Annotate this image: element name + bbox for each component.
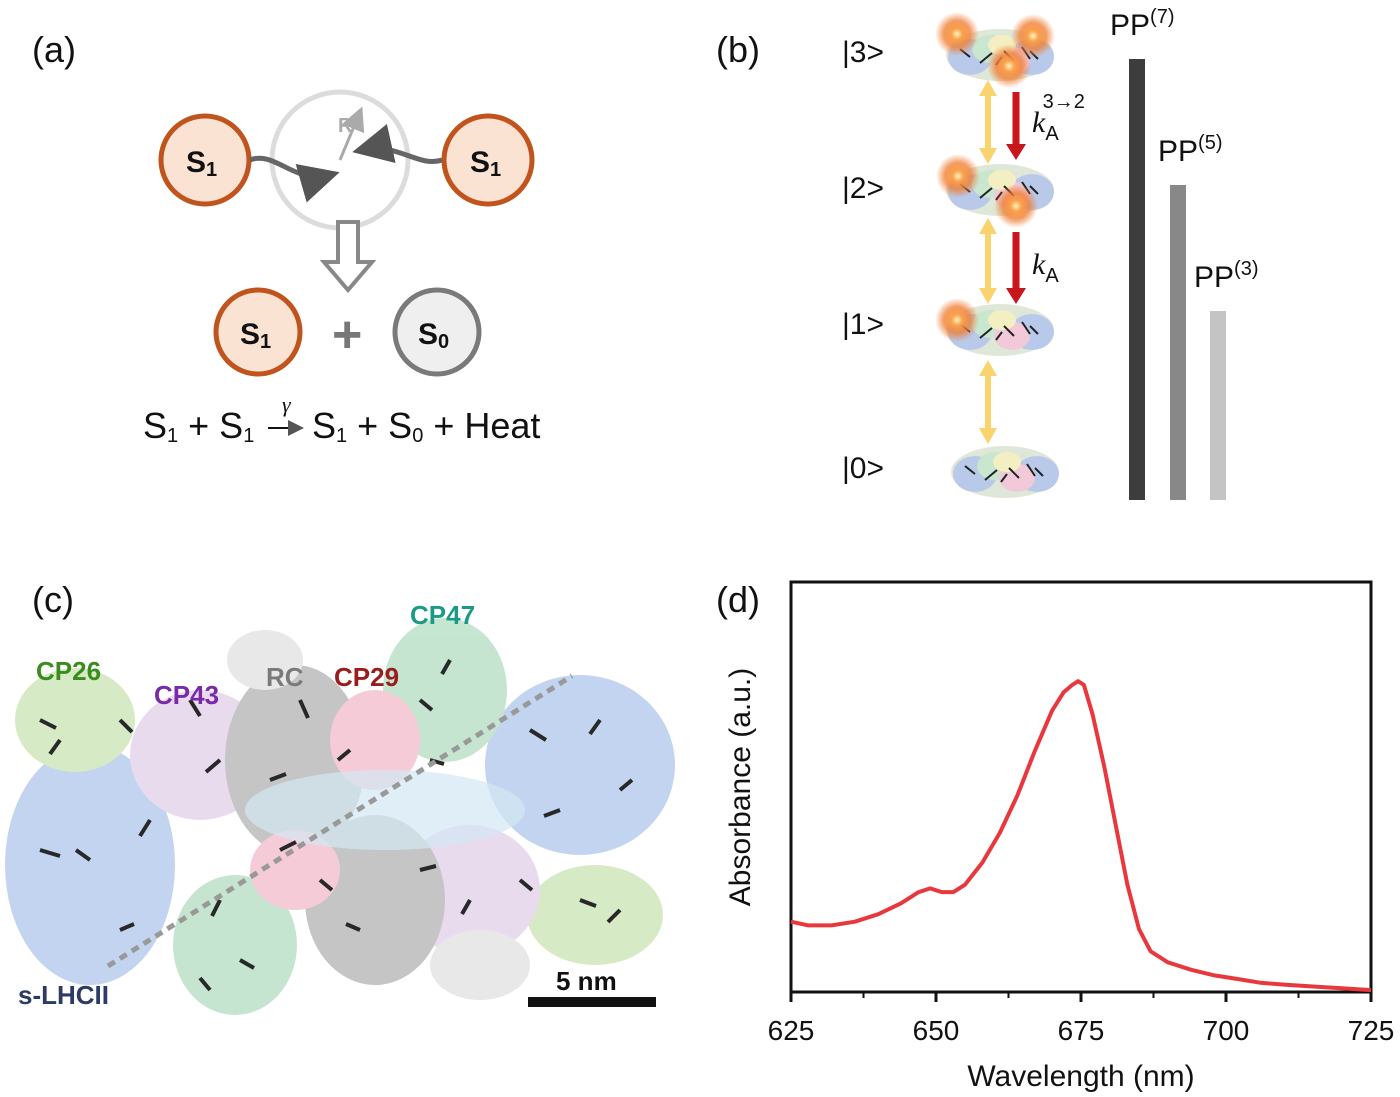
pp-bar-2: [1170, 185, 1186, 500]
plot-frame: [789, 580, 1373, 994]
s1-right-node: [441, 113, 535, 207]
cp43-label: CP43: [154, 680, 219, 710]
panel-d: (d) 625 650 675 700 725 Wavelength (nm) Abso…: [716, 579, 1394, 1093]
excitation-arrows: [979, 80, 997, 444]
cp47-label: CP47: [410, 600, 475, 630]
cp29-blob: [330, 690, 420, 790]
state-2-label: |2>: [842, 172, 884, 205]
radius-arrow: [338, 106, 365, 161]
complex-state-0: [950, 445, 1060, 499]
x-tick-label: 625: [768, 1015, 815, 1046]
pp-bar-label-3: PP(3): [1194, 258, 1258, 294]
left-transfer-arrow: [249, 155, 340, 203]
psii-supercomplex-illustration: [5, 618, 675, 1015]
rate-kA: kA: [1032, 248, 1059, 287]
excitation-glow: [987, 44, 1031, 88]
panel-c-label: (c): [32, 579, 74, 620]
s1-right-label: S1: [470, 146, 501, 181]
panel-a-label: (a): [32, 29, 76, 70]
x-axis-title: Wavelength (nm): [967, 1060, 1194, 1093]
radius-label: R: [338, 115, 353, 137]
y-axis-title: Absorbance (a.u.): [724, 668, 757, 906]
x-axis-ticks: 625 650 675 700 725: [768, 992, 1395, 1046]
s0-result-label: S0: [418, 318, 449, 353]
pp-bar-label-1: PP(7): [1110, 6, 1174, 42]
excitation-glow: [935, 298, 979, 342]
cp26-label: CP26: [36, 656, 101, 686]
s1-left-node: [158, 113, 252, 207]
membrane-blob: [245, 770, 525, 850]
result-arrow: [319, 220, 377, 294]
cp26-right-blob: [527, 865, 663, 965]
state-0-label: |0>: [842, 452, 884, 485]
excitation-glow: [994, 184, 1038, 228]
excitation-glow: [1011, 14, 1055, 58]
x-tick-label: 725: [1348, 1015, 1395, 1046]
s1-result-node: [213, 287, 303, 377]
s-lhcii-right-blob: [485, 675, 675, 855]
rc-label: RC: [266, 662, 304, 692]
excitation-glow: [935, 12, 979, 56]
gray-top-blob: [227, 630, 303, 690]
cp29-label: CP29: [334, 662, 399, 692]
panel-c: (c) CP47 CP26 CP43 RC CP29 s-LHCII 5 nm: [5, 579, 675, 1015]
panel-d-label: (d): [716, 579, 760, 620]
panel-b-label: (b): [716, 29, 760, 70]
panel-a: (a) R S1 S1 S1 + S0 S1 + S1 γ S1 + S0 + …: [32, 29, 540, 447]
right-transfer-arrow: [352, 123, 443, 164]
pp-bar-3: [1210, 311, 1226, 500]
state-1-label: |1>: [842, 308, 884, 341]
cp26-left-blob: [15, 668, 135, 772]
state-3-label: |3>: [842, 36, 884, 69]
s1-left-label: S1: [186, 146, 217, 181]
annihilation-products: S1 + S0 + Heat: [312, 405, 540, 447]
x-tick-label: 700: [1203, 1015, 1250, 1046]
symmetry-axis: [106, 673, 574, 969]
s0-result-node: [392, 287, 482, 377]
scale-bar: [528, 997, 656, 1007]
pp-bar-1: [1129, 59, 1145, 500]
absorbance-line: [790, 679, 1372, 993]
excitation-glow: [936, 154, 980, 198]
pp-bar-label-2: PP(5): [1158, 132, 1222, 168]
x-tick-label: 675: [1058, 1015, 1105, 1046]
panel-b: (b) |3> |2> |1> |0>: [716, 6, 1258, 500]
annihilation-arrows: [1006, 92, 1026, 304]
x-tick-label: 650: [913, 1015, 960, 1046]
cp29-blob-2: [250, 830, 340, 910]
s1-result-label: S1: [240, 318, 271, 353]
scale-bar-label: 5 nm: [556, 966, 617, 996]
s-lhcii-label: s-LHCII: [18, 980, 109, 1010]
plus-sign: +: [332, 306, 362, 364]
annihilation-equation: S1 + S1: [143, 405, 254, 447]
pp-bar-group: PP(7) PP(5) PP(3): [1110, 6, 1258, 500]
gray-bottom-blob: [430, 930, 530, 1000]
rc-blob-2: [305, 815, 445, 985]
gamma-label: γ: [282, 392, 292, 417]
rate-k3to2: kA3→2: [1032, 91, 1085, 145]
pigment-marks: [39, 659, 634, 992]
